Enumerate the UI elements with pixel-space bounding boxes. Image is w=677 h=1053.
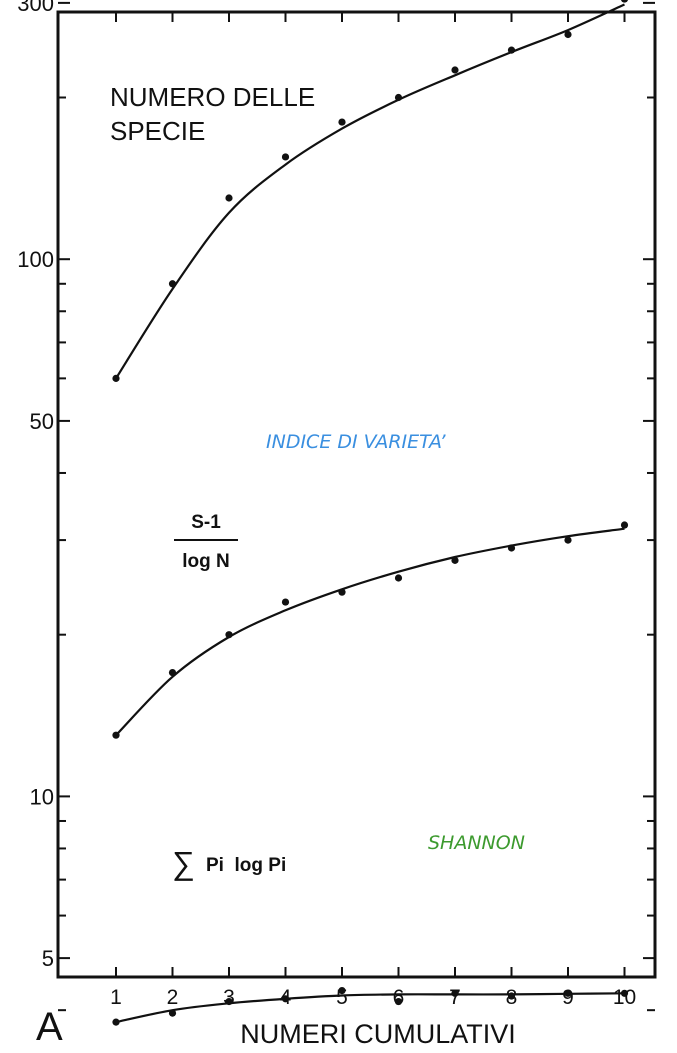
y-tick-label: 5 xyxy=(42,946,54,971)
data-point xyxy=(112,1018,120,1026)
x-tick-label: 9 xyxy=(562,986,574,1009)
data-point xyxy=(394,574,403,582)
series-curve-3 xyxy=(115,992,625,1024)
data-point xyxy=(451,556,459,564)
x-tick-label: 1 xyxy=(110,986,122,1009)
x-tick-label: 3 xyxy=(223,986,235,1009)
data-point xyxy=(168,669,177,677)
shannon-formula-sigma: ∑ xyxy=(172,845,195,881)
series-curve-1 xyxy=(115,3,625,379)
y-tick-label: 50 xyxy=(30,409,54,434)
data-point xyxy=(281,995,290,1003)
y-tick-label: 100 xyxy=(17,247,54,272)
x-tick-label: 5 xyxy=(336,986,348,1009)
data-points-group xyxy=(112,0,629,1026)
panel-label: A xyxy=(36,1005,63,1049)
data-point xyxy=(507,46,516,54)
x-tick-label: 2 xyxy=(167,986,179,1009)
species-title-line1: NUMERO DELLE xyxy=(110,82,315,112)
variety-title: INDICE DI VARIETA’ xyxy=(266,431,446,453)
data-point xyxy=(338,987,346,995)
data-point xyxy=(225,997,233,1006)
series-curves-group xyxy=(115,3,625,1024)
x-tick-label: 6 xyxy=(393,986,405,1009)
y-tick-label: 10 xyxy=(30,784,54,809)
data-point xyxy=(507,992,516,1000)
shannon-formula-text: Pi log Pi xyxy=(206,855,286,876)
data-point xyxy=(225,194,233,202)
data-point xyxy=(564,536,572,544)
data-point xyxy=(621,0,628,3)
variety-formula-denominator: log N xyxy=(182,551,230,572)
data-point xyxy=(451,66,459,74)
data-point xyxy=(281,598,290,606)
y-tick-label: 300 xyxy=(17,0,54,16)
data-point xyxy=(112,374,120,382)
data-point xyxy=(112,731,120,739)
data-point xyxy=(507,544,516,552)
data-point xyxy=(564,30,572,39)
data-point xyxy=(338,118,346,126)
plot-frame xyxy=(56,10,657,979)
data-point xyxy=(451,989,459,997)
data-point xyxy=(620,521,629,529)
data-point xyxy=(394,997,403,1006)
shannon-title: SHANNON xyxy=(428,832,525,854)
variety-formula-numerator: S-1 xyxy=(191,512,221,533)
data-point xyxy=(281,153,290,161)
x-tick-label: 7 xyxy=(449,986,461,1009)
x-axis-label: NUMERI CUMULATIVI xyxy=(240,1019,516,1049)
data-point xyxy=(168,1009,177,1017)
data-point xyxy=(394,93,403,102)
species-title-line2: SPECIE xyxy=(110,116,205,146)
data-point xyxy=(338,588,346,596)
data-point xyxy=(168,280,177,288)
series-curve-2 xyxy=(115,527,625,736)
axis-ticks-group: 12345678910300100501053 xyxy=(17,0,655,1012)
x-tick-label: 10 xyxy=(613,986,636,1009)
data-point xyxy=(225,631,233,639)
data-point xyxy=(564,989,572,997)
data-point xyxy=(620,989,629,997)
plot-frame-group xyxy=(56,10,657,979)
